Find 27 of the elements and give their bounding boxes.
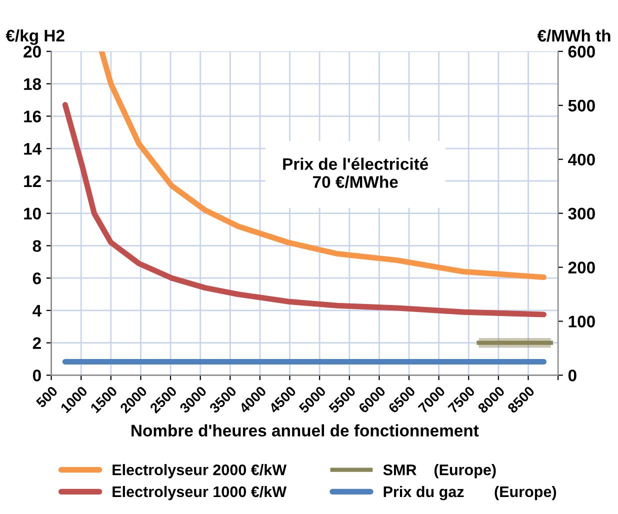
y-tick-label: 12: [24, 175, 41, 187]
y-tick-label: 4: [32, 305, 42, 316]
y-tick-label: 6: [32, 272, 41, 284]
legend-label: Prix du gaz (Europe): [384, 486, 556, 500]
y-tick-label: 2: [32, 337, 41, 349]
y2-axis-title: €/MWh th: [537, 29, 610, 42]
y-tick-label: 14: [24, 143, 42, 155]
y-tick-label: 8: [32, 240, 42, 252]
y-tick-label: 16: [24, 110, 41, 122]
legend-label: Electrolyseur 2000 €/kW: [112, 464, 287, 478]
x-axis-title: Nombre d'heures annuel de fonctionnement: [132, 424, 479, 437]
y-tick-label: 20: [24, 46, 41, 58]
y2-tick-label: 600: [568, 46, 595, 58]
y-tick-label: 0: [32, 370, 41, 382]
x-tick-label: 500: [35, 386, 58, 408]
y2-tick-label: 100: [568, 316, 595, 328]
y-tick-label: 18: [24, 78, 42, 90]
legend-label: Electrolyseur 1000 €/kW: [112, 486, 287, 500]
y2-tick-label: 200: [568, 262, 595, 274]
y2-tick-label: 500: [568, 100, 595, 112]
y-tick-label: 10: [24, 208, 41, 220]
y2-tick-label: 300: [568, 208, 595, 220]
y2-tick-label: 400: [568, 154, 595, 166]
legend-label: SMR (Europe): [383, 464, 496, 478]
annotation: Prix de l'électricité 70 €/MWhe: [283, 158, 428, 188]
y2-tick-label: 0: [568, 370, 576, 382]
y-axis-title: €/kg H2: [6, 29, 64, 45]
